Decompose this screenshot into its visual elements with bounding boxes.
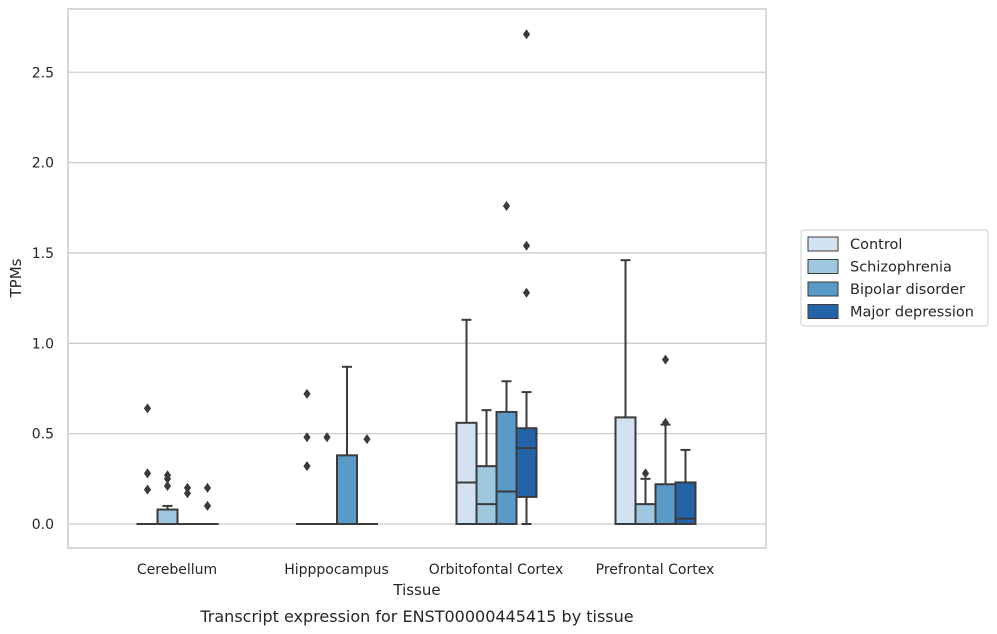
y-axis-title: TPMs (7, 258, 25, 298)
box (475, 465, 498, 525)
legend-swatch (807, 236, 839, 252)
box (654, 483, 677, 526)
legend-label: Control (850, 237, 902, 253)
box-group (654, 354, 677, 526)
box-group (196, 482, 219, 526)
outlier-point (303, 432, 311, 443)
box (455, 421, 478, 526)
box (674, 481, 697, 525)
outlier-point (183, 488, 192, 499)
outlier-point (143, 468, 152, 479)
legend-swatch (807, 304, 839, 319)
legend: Control Schizophrenia Bipolar disorder Majo… (800, 229, 989, 327)
y-tick-label: 1.5 (32, 246, 54, 262)
outlier-point (522, 29, 531, 40)
x-tick-label: Orbitofontal Cortex (429, 562, 564, 578)
outlier-point (203, 482, 212, 493)
box-group (614, 259, 637, 525)
plot-frame (67, 8, 767, 549)
outlier-point (143, 484, 152, 495)
y-tick-labels: 0.0 0.5 1.0 1.5 2.0 2.5 (32, 65, 54, 533)
outlier-point (661, 417, 670, 428)
box-group (136, 403, 159, 526)
box-group (455, 318, 478, 526)
box (336, 454, 358, 526)
legend-frame (800, 229, 989, 327)
box-group (515, 29, 538, 525)
legend-swatch (807, 281, 839, 297)
box-group (634, 468, 657, 525)
outlier-point (163, 481, 172, 492)
y-tick-label: 0.0 (32, 517, 54, 533)
legend-label: Bipolar disorder (850, 282, 965, 298)
legend-swatch (807, 259, 839, 274)
box-group (156, 470, 179, 526)
box-plots (136, 29, 697, 526)
x-tick-labels: Cerebellum Hipppocampus Orbitofontal Corte… (137, 562, 714, 578)
chart-title: Transcript expression for ENST0000044541… (199, 607, 633, 626)
legend-label: Schizophrenia (850, 260, 952, 276)
y-tick-label: 0.5 (32, 427, 54, 443)
outlier-point (183, 482, 192, 493)
x-tick-label: Hipppocampus (284, 562, 389, 578)
box-group (475, 409, 498, 525)
plot-background (68, 9, 766, 548)
outlier-point (363, 434, 371, 445)
box (495, 410, 518, 525)
legend-label: Major depression (850, 305, 974, 321)
outlier-point (163, 473, 172, 484)
x-tick-label: Cerebellum (137, 562, 217, 578)
box (515, 427, 538, 498)
x-axis-title: Tissue (392, 581, 440, 599)
outlier-point (641, 468, 650, 479)
box-group (296, 388, 318, 526)
box (156, 508, 179, 526)
box-group (336, 365, 358, 526)
box-group (356, 434, 378, 526)
x-tick-label: Prefrontal Cortex (596, 562, 715, 578)
y-tick-label: 1.0 (32, 336, 54, 352)
outlier-point (203, 500, 212, 511)
outlier-point (303, 461, 311, 472)
outlier-point (522, 240, 531, 251)
box (634, 503, 657, 525)
y-tick-label: 2.0 (32, 156, 54, 172)
outlier-point (143, 403, 152, 414)
box-group (674, 448, 697, 525)
outlier-point (303, 388, 311, 399)
outlier-point (661, 354, 670, 365)
y-tick-label: 2.5 (32, 65, 54, 81)
outlier-point (323, 432, 331, 443)
outlier-point (502, 200, 511, 211)
box (614, 416, 637, 525)
outlier-point (522, 287, 531, 298)
